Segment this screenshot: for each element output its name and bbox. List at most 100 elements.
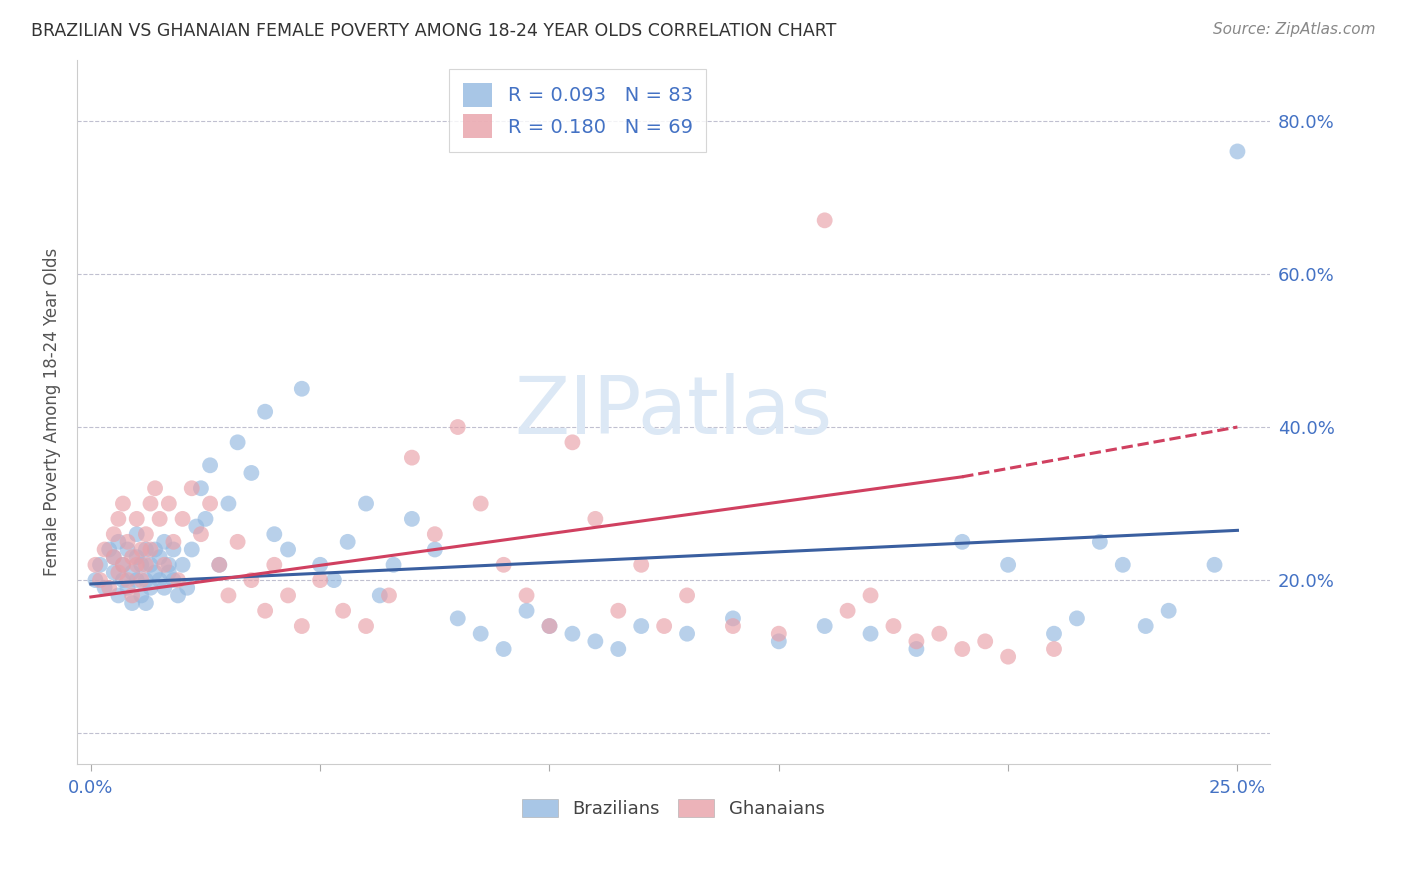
Point xyxy=(309,573,332,587)
Point xyxy=(882,619,904,633)
Point xyxy=(277,542,299,557)
Point xyxy=(143,481,166,495)
Point xyxy=(538,619,561,633)
Point xyxy=(107,589,129,603)
Point xyxy=(1226,145,1249,159)
Point xyxy=(837,604,859,618)
Point xyxy=(172,512,194,526)
Point xyxy=(240,466,263,480)
Point xyxy=(135,527,157,541)
Point xyxy=(149,573,172,587)
Point xyxy=(814,619,837,633)
Point xyxy=(1043,626,1066,640)
Point xyxy=(117,581,139,595)
Point xyxy=(768,626,790,640)
Point xyxy=(180,481,202,495)
Point xyxy=(167,589,190,603)
Point xyxy=(226,534,249,549)
Point xyxy=(423,542,446,557)
Point xyxy=(107,534,129,549)
Point xyxy=(84,573,107,587)
Point xyxy=(139,558,162,572)
Point xyxy=(135,542,157,557)
Point xyxy=(111,573,134,587)
Point xyxy=(928,626,950,640)
Point xyxy=(157,558,180,572)
Text: BRAZILIAN VS GHANAIAN FEMALE POVERTY AMONG 18-24 YEAR OLDS CORRELATION CHART: BRAZILIAN VS GHANAIAN FEMALE POVERTY AMO… xyxy=(31,22,837,40)
Point xyxy=(538,619,561,633)
Point xyxy=(121,550,143,565)
Point xyxy=(180,542,202,557)
Point xyxy=(240,573,263,587)
Point xyxy=(98,542,121,557)
Point xyxy=(630,619,652,633)
Point xyxy=(652,619,675,633)
Point xyxy=(997,649,1019,664)
Point xyxy=(974,634,997,648)
Point xyxy=(176,581,198,595)
Point xyxy=(139,581,162,595)
Point xyxy=(291,619,314,633)
Point xyxy=(332,604,354,618)
Point xyxy=(378,589,401,603)
Point xyxy=(607,642,630,657)
Point xyxy=(254,405,277,419)
Point xyxy=(190,481,212,495)
Point xyxy=(162,534,184,549)
Point xyxy=(859,626,882,640)
Point xyxy=(950,534,973,549)
Point xyxy=(84,558,107,572)
Point xyxy=(125,550,148,565)
Point xyxy=(121,596,143,610)
Point xyxy=(492,558,515,572)
Point xyxy=(354,619,377,633)
Point xyxy=(721,611,744,625)
Point xyxy=(583,512,606,526)
Point xyxy=(129,573,152,587)
Point xyxy=(814,213,837,227)
Point xyxy=(172,558,194,572)
Point xyxy=(117,542,139,557)
Point xyxy=(208,558,231,572)
Point xyxy=(135,573,157,587)
Point xyxy=(217,497,239,511)
Point xyxy=(157,566,180,580)
Point xyxy=(198,458,221,473)
Point xyxy=(162,542,184,557)
Point xyxy=(111,558,134,572)
Point xyxy=(93,542,115,557)
Point xyxy=(226,435,249,450)
Point xyxy=(135,596,157,610)
Point xyxy=(153,581,176,595)
Point xyxy=(607,604,630,618)
Legend: Brazilians, Ghanaians: Brazilians, Ghanaians xyxy=(515,791,832,825)
Point xyxy=(117,534,139,549)
Point xyxy=(217,589,239,603)
Point xyxy=(107,512,129,526)
Point xyxy=(129,558,152,572)
Point xyxy=(277,589,299,603)
Point xyxy=(630,558,652,572)
Point xyxy=(125,527,148,541)
Point xyxy=(309,558,332,572)
Point xyxy=(423,527,446,541)
Point xyxy=(129,542,152,557)
Point xyxy=(1088,534,1111,549)
Point xyxy=(382,558,405,572)
Point xyxy=(561,435,583,450)
Point xyxy=(1204,558,1226,572)
Point xyxy=(139,542,162,557)
Point xyxy=(103,550,125,565)
Point xyxy=(291,382,314,396)
Point xyxy=(149,512,172,526)
Point xyxy=(198,497,221,511)
Point xyxy=(1135,619,1157,633)
Point xyxy=(676,589,699,603)
Point xyxy=(470,497,492,511)
Point xyxy=(121,566,143,580)
Point xyxy=(117,573,139,587)
Point xyxy=(997,558,1019,572)
Point xyxy=(401,450,423,465)
Point xyxy=(492,642,515,657)
Point xyxy=(905,642,928,657)
